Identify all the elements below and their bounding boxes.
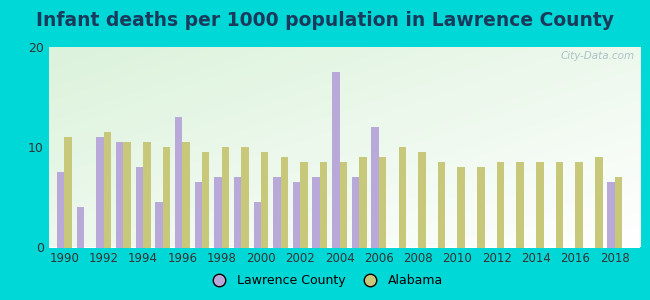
Bar [124,142,131,248]
Bar [64,137,72,248]
Bar [234,177,241,248]
Text: City-Data.com: City-Data.com [560,50,634,61]
Bar [371,127,379,248]
Bar [104,132,111,248]
Text: Infant deaths per 1000 population in Lawrence County: Infant deaths per 1000 population in Law… [36,11,614,29]
Bar [292,182,300,248]
Bar [536,162,543,247]
Bar [300,162,307,247]
Bar [155,202,162,248]
Bar [320,162,328,247]
Bar [281,157,288,248]
Bar [96,137,104,248]
Bar [261,152,268,248]
Bar [202,152,209,248]
Bar [175,117,183,248]
Bar [359,157,367,248]
Bar [556,162,563,247]
Bar [194,182,202,248]
Bar [418,152,426,248]
Bar [222,147,229,248]
Bar [143,142,151,248]
Bar [379,157,386,248]
Bar [458,167,465,248]
Bar [615,177,622,248]
Bar [241,147,249,248]
Bar [595,157,603,248]
Bar [116,142,124,248]
Bar [332,72,339,248]
Bar [273,177,281,248]
Bar [497,162,504,247]
Bar [575,162,583,247]
Bar [398,147,406,248]
Legend: Lawrence County, Alabama: Lawrence County, Alabama [202,269,448,292]
Bar [339,162,347,247]
Bar [313,177,320,248]
Bar [352,177,359,248]
Bar [136,167,143,248]
Bar [477,167,485,248]
Bar [57,172,64,248]
Bar [183,142,190,248]
Bar [517,162,524,247]
Bar [438,162,445,247]
Bar [77,207,84,248]
Bar [214,177,222,248]
Bar [162,147,170,248]
Bar [254,202,261,248]
Bar [607,182,615,248]
